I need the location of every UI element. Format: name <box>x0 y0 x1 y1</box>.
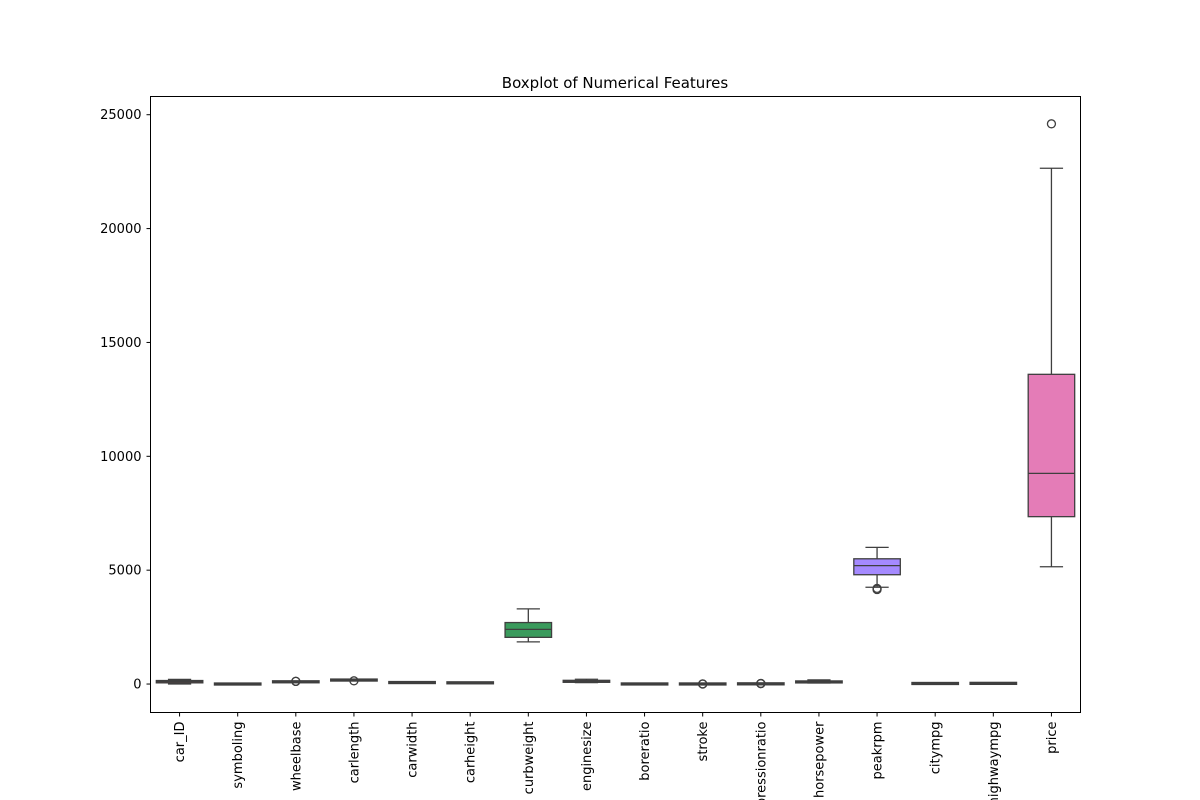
box-iqr <box>853 558 901 576</box>
box-carwidth <box>388 680 436 685</box>
x-tick-label: symboling <box>231 722 246 789</box>
box-carheight <box>446 681 495 685</box>
box-enginesize <box>562 678 611 684</box>
chart-title: Boxplot of Numerical Features <box>502 74 729 92</box>
plot-area <box>155 119 1076 689</box>
x-tick-label: curbweight <box>522 722 537 795</box>
box-peakrpm <box>853 546 901 595</box>
box-horsepower <box>795 679 843 684</box>
x-tick-label: car_ID <box>173 722 188 763</box>
y-tick-label: 10000 <box>100 450 141 465</box>
box-stroke <box>678 679 727 689</box>
box-symboling <box>213 682 262 686</box>
x-axis: car_ID symboling wheelbase carlength carwidt… <box>173 712 1060 800</box>
box-car_ID <box>155 678 204 685</box>
outlier-point <box>756 678 766 689</box>
box-price <box>1027 119 1076 568</box>
outlier-point <box>291 676 301 686</box>
box-curbweight <box>504 608 553 643</box>
y-tick-label: 5000 <box>108 564 141 579</box>
x-tick-label: enginesize <box>580 722 595 792</box>
x-tick-label: price <box>1045 722 1060 754</box>
y-tick-label: 0 <box>133 678 141 693</box>
box-carlength <box>330 676 378 686</box>
x-tick-label: compressionratio <box>754 721 769 800</box>
x-tick-label: carheight <box>464 722 479 784</box>
x-tick-label: citympg <box>929 722 944 775</box>
outlier-point <box>349 676 359 686</box>
y-tick-label: 20000 <box>100 222 141 237</box>
x-tick-label: stroke <box>696 722 711 762</box>
axes-frame <box>150 96 1081 713</box>
x-tick-label: horsepower <box>812 721 827 798</box>
x-tick-label: carlength <box>347 722 362 784</box>
x-tick-label: peakrpm <box>871 722 886 780</box>
box-boreratio <box>620 682 669 686</box>
box-citympg <box>911 681 960 686</box>
x-tick-label: wheelbase <box>289 721 304 790</box>
y-tick-label: 25000 <box>100 108 141 123</box>
y-axis: 0 5000 10000 15000 20000 25000 <box>100 108 151 693</box>
box-wheelbase <box>271 676 320 687</box>
box-compressionratio <box>736 678 785 689</box>
x-tick-label: carwidth <box>406 722 421 778</box>
outlier-point <box>1046 119 1057 129</box>
box-highwaympg <box>969 681 1018 686</box>
outlier-point <box>872 583 882 594</box>
outlier-point <box>698 679 708 689</box>
x-tick-label: highwaympg <box>987 722 1002 800</box>
y-tick-label: 15000 <box>100 336 141 351</box>
x-tick-label: boreratio <box>638 721 653 780</box>
box-iqr <box>1027 373 1076 518</box>
